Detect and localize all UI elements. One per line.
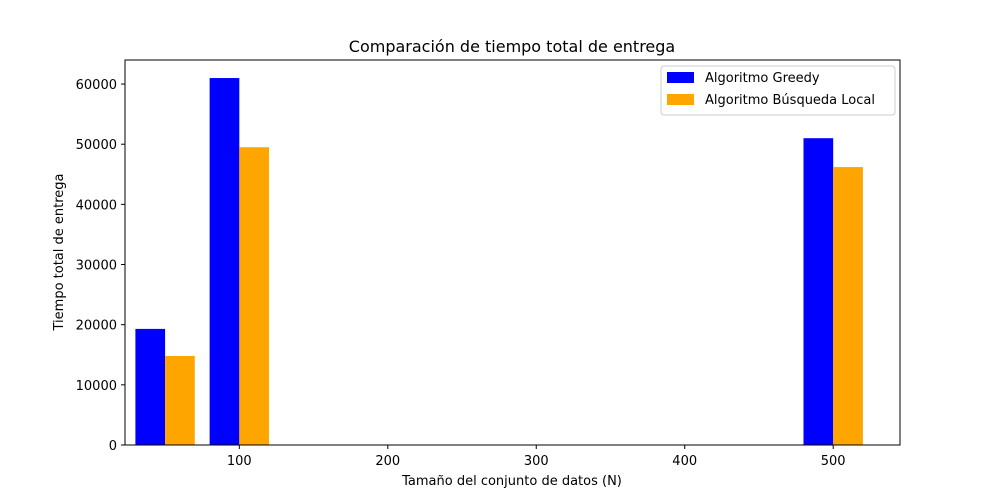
- bar-series-1-n-500: [833, 167, 863, 445]
- legend-box: [660, 65, 896, 116]
- bars-group: [135, 78, 863, 445]
- y-tick-label: 20000: [76, 319, 117, 334]
- legend-label-busqueda-local: Algoritmo Búsqueda Local: [705, 93, 875, 108]
- y-tick-label: 40000: [76, 198, 117, 213]
- bar-series-1-n-100: [239, 147, 270, 445]
- y-tick-label: 50000: [76, 138, 117, 153]
- x-tick-label: 100: [227, 454, 252, 469]
- x-axis-label: Tamaño del conjunto de datos (N): [401, 474, 622, 489]
- legend: Algoritmo Greedy Algoritmo Búsqueda Loca…: [660, 65, 896, 116]
- y-tick-label: 10000: [76, 379, 117, 394]
- y-tick-label: 60000: [76, 78, 117, 93]
- bar-series-1-n-50: [165, 355, 195, 445]
- plot-area-frame: [124, 59, 901, 446]
- legend-swatch-greedy: [667, 72, 694, 83]
- legend-swatch-busqueda-local: [667, 94, 694, 105]
- x-tick-label: 500: [821, 454, 846, 469]
- bar-series-0-n-100: [209, 78, 240, 445]
- x-tick-label: 200: [375, 454, 400, 469]
- bar-series-0-n-50: [135, 328, 166, 445]
- x-tick-label: 400: [672, 454, 697, 469]
- chart-title: Comparación de tiempo total de entrega: [349, 37, 675, 56]
- x-axis-ticks: 100 200 300 400 500: [227, 445, 846, 469]
- y-tick-label: 30000: [76, 259, 117, 274]
- bar-series-0-n-500: [803, 138, 834, 445]
- legend-label-greedy: Algoritmo Greedy: [705, 71, 820, 86]
- y-axis-label: Tiempo total de entrega: [52, 173, 67, 331]
- y-tick-label: 0: [109, 439, 117, 454]
- y-axis-ticks: 0 10000 20000 30000 40000 50000 60000: [76, 78, 125, 454]
- x-tick-label: 300: [524, 454, 549, 469]
